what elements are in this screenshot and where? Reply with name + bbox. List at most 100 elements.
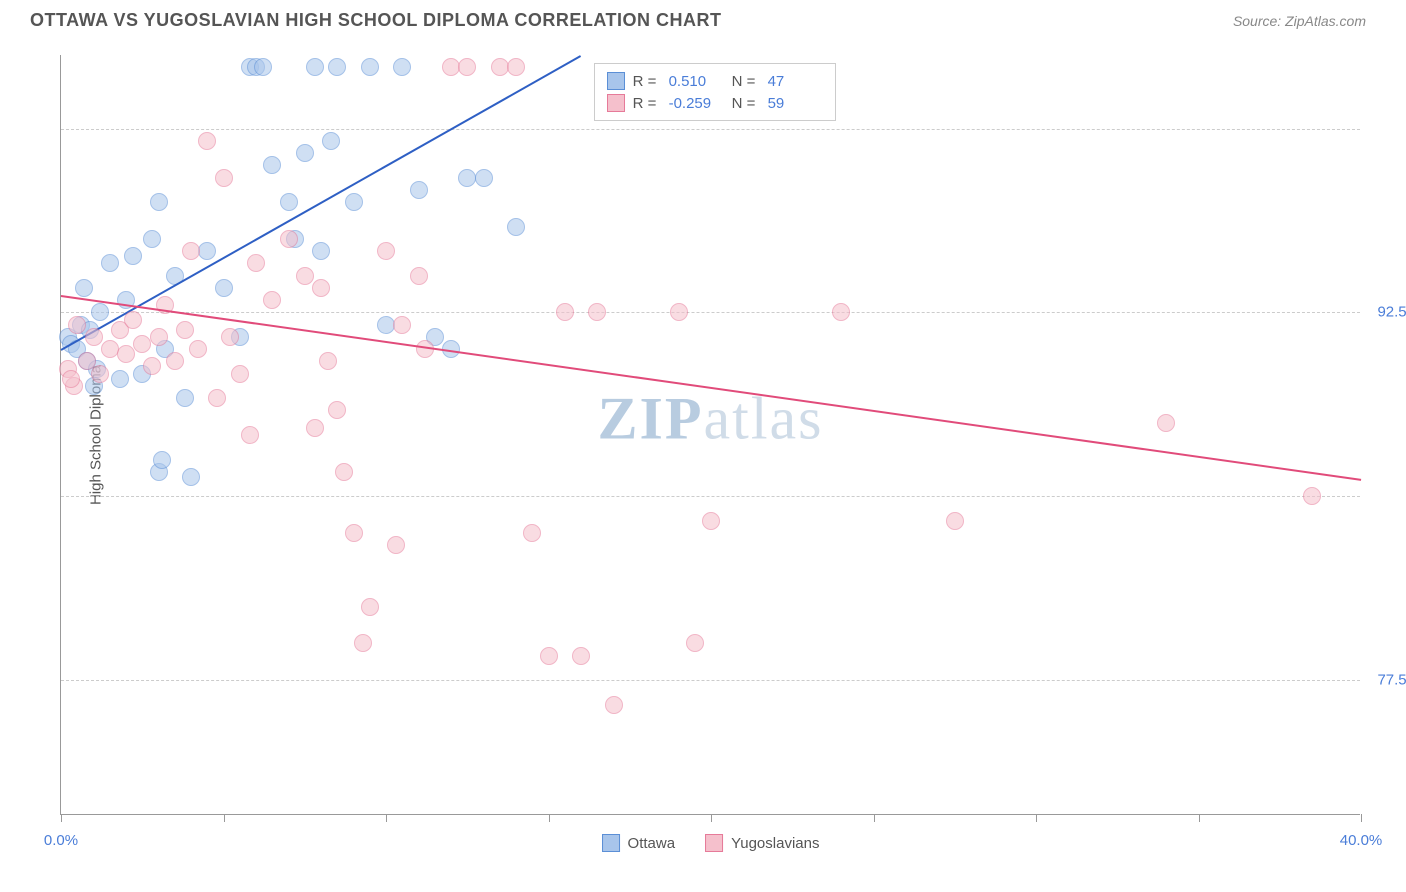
data-point: [182, 468, 200, 486]
data-point: [166, 352, 184, 370]
x-tick: [711, 814, 712, 822]
gridline: [61, 496, 1360, 497]
data-point: [410, 181, 428, 199]
x-tick: [1361, 814, 1362, 822]
n-label: N =: [732, 95, 760, 112]
data-point: [832, 303, 850, 321]
r-label: R =: [633, 73, 661, 90]
data-point: [393, 58, 411, 76]
data-point: [556, 303, 574, 321]
data-point: [686, 634, 704, 652]
data-point: [133, 335, 151, 353]
data-point: [540, 647, 558, 665]
x-tick: [1199, 814, 1200, 822]
x-tick-label: 0.0%: [44, 832, 78, 849]
data-point: [361, 58, 379, 76]
n-value: 47: [768, 73, 823, 90]
watermark: ZIPatlas: [598, 385, 824, 454]
chart-title: OTTAWA VS YUGOSLAVIAN HIGH SCHOOL DIPLOM…: [30, 10, 722, 31]
data-point: [247, 254, 265, 272]
data-point: [354, 634, 372, 652]
data-point: [1303, 487, 1321, 505]
data-point: [377, 242, 395, 260]
data-point: [306, 58, 324, 76]
data-point: [176, 389, 194, 407]
data-point: [263, 156, 281, 174]
stats-legend: R = 0.510 N = 47 R = -0.259 N = 59: [594, 63, 836, 121]
trendline: [61, 295, 1361, 481]
data-point: [345, 524, 363, 542]
data-point: [111, 370, 129, 388]
data-point: [117, 345, 135, 363]
data-point: [263, 291, 281, 309]
source-label: Source: ZipAtlas.com: [1233, 13, 1366, 29]
data-point: [319, 352, 337, 370]
data-point: [254, 58, 272, 76]
x-tick: [874, 814, 875, 822]
data-point: [198, 132, 216, 150]
data-point: [507, 218, 525, 236]
data-point: [101, 340, 119, 358]
data-point: [215, 169, 233, 187]
data-point: [208, 389, 226, 407]
data-point: [312, 279, 330, 297]
r-value: 0.510: [669, 73, 724, 90]
data-point: [124, 311, 142, 329]
data-point: [335, 463, 353, 481]
data-point: [605, 696, 623, 714]
legend-item: Ottawa: [602, 834, 676, 852]
data-point: [85, 328, 103, 346]
data-point: [670, 303, 688, 321]
x-tick: [224, 814, 225, 822]
data-point: [150, 328, 168, 346]
bottom-legend: Ottawa Yugoslavians: [602, 834, 820, 852]
data-point: [572, 647, 590, 665]
data-point: [361, 598, 379, 616]
x-tick: [549, 814, 550, 822]
gridline: [61, 129, 1360, 130]
x-tick-label: 40.0%: [1340, 832, 1383, 849]
data-point: [306, 419, 324, 437]
data-point: [68, 316, 86, 334]
n-value: 59: [768, 95, 823, 112]
legend-item: Yugoslavians: [705, 834, 819, 852]
data-point: [75, 279, 93, 297]
data-point: [150, 193, 168, 211]
x-tick: [386, 814, 387, 822]
data-point: [296, 267, 314, 285]
data-point: [458, 58, 476, 76]
data-point: [153, 451, 171, 469]
data-point: [523, 524, 541, 542]
data-point: [946, 512, 964, 530]
x-tick: [61, 814, 62, 822]
data-point: [1157, 414, 1175, 432]
data-point: [62, 370, 80, 388]
gridline: [61, 680, 1360, 681]
gridline: [61, 312, 1360, 313]
data-point: [182, 242, 200, 260]
series-name: Ottawa: [628, 835, 676, 852]
data-point: [198, 242, 216, 260]
y-tick-label: 92.5%: [1377, 304, 1406, 321]
chart-plot-area: High School Diploma ZIPatlas OttawaYugos…: [60, 55, 1360, 815]
data-point: [702, 512, 720, 530]
data-point: [312, 242, 330, 260]
data-point: [143, 357, 161, 375]
y-tick-label: 77.5%: [1377, 672, 1406, 689]
n-label: N =: [732, 73, 760, 90]
data-point: [241, 426, 259, 444]
data-point: [280, 193, 298, 211]
data-point: [91, 303, 109, 321]
legend-swatch: [602, 834, 620, 852]
r-value: -0.259: [669, 95, 724, 112]
data-point: [124, 247, 142, 265]
series-name: Yugoslavians: [731, 835, 819, 852]
data-point: [101, 254, 119, 272]
data-point: [296, 144, 314, 162]
legend-swatch: [607, 72, 625, 90]
r-label: R =: [633, 95, 661, 112]
legend-swatch: [607, 94, 625, 112]
data-point: [231, 365, 249, 383]
data-point: [328, 401, 346, 419]
data-point: [91, 365, 109, 383]
